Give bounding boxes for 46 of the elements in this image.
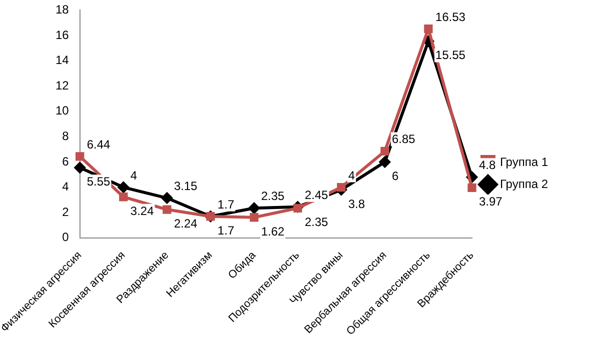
point — [74, 162, 86, 174]
data-label: 5.55 — [86, 174, 111, 189]
point — [293, 204, 302, 212]
y-tick-label: 4 — [62, 180, 70, 194]
y-tick-label: 14 — [56, 53, 70, 68]
data-label: 4 — [348, 168, 356, 182]
point — [76, 152, 84, 161]
legend-label: Группа 1 — [500, 154, 548, 169]
y-tick-label: 2 — [62, 204, 70, 219]
data-label: 16.53 — [435, 10, 466, 24]
y-tick-label: 10 — [56, 104, 70, 118]
point — [248, 202, 260, 214]
data-label: 4.8 — [478, 158, 496, 172]
point — [161, 192, 172, 204]
point — [336, 182, 346, 192]
data-label: 3.24 — [130, 204, 154, 218]
point — [162, 205, 172, 214]
data-label: 3.8 — [348, 196, 366, 211]
point — [380, 146, 390, 156]
point — [379, 156, 390, 168]
point — [250, 213, 258, 222]
y-tick-label: 18 — [56, 2, 70, 17]
y-tick-label: 16 — [56, 28, 70, 42]
data-label: 3.97 — [478, 194, 503, 209]
point — [119, 192, 128, 202]
legend-label: Группа 2 — [500, 176, 548, 191]
data-label: 1.7 — [218, 197, 235, 212]
point — [424, 24, 433, 34]
data-label: 4 — [130, 168, 138, 182]
data-label: 2.45 — [304, 188, 328, 202]
data-label: 6.44 — [86, 137, 111, 152]
point — [118, 182, 129, 193]
data-label: 6.85 — [392, 132, 416, 146]
y-tick-label: 6 — [62, 154, 70, 168]
data-label: 2.35 — [261, 189, 285, 204]
y-tick-label: 0 — [62, 230, 70, 244]
data-label: 15.55 — [435, 48, 466, 62]
y-tick-label: 12 — [56, 78, 70, 92]
point — [468, 183, 476, 192]
data-label: 2.24 — [174, 216, 198, 231]
data-label: 2.35 — [304, 215, 328, 230]
y-tick-label: 8 — [62, 128, 70, 143]
data-label: 1.7 — [218, 223, 235, 238]
data-label: 6 — [392, 168, 399, 183]
data-label: 3.15 — [174, 179, 198, 194]
data-label: 1.62 — [261, 224, 285, 238]
